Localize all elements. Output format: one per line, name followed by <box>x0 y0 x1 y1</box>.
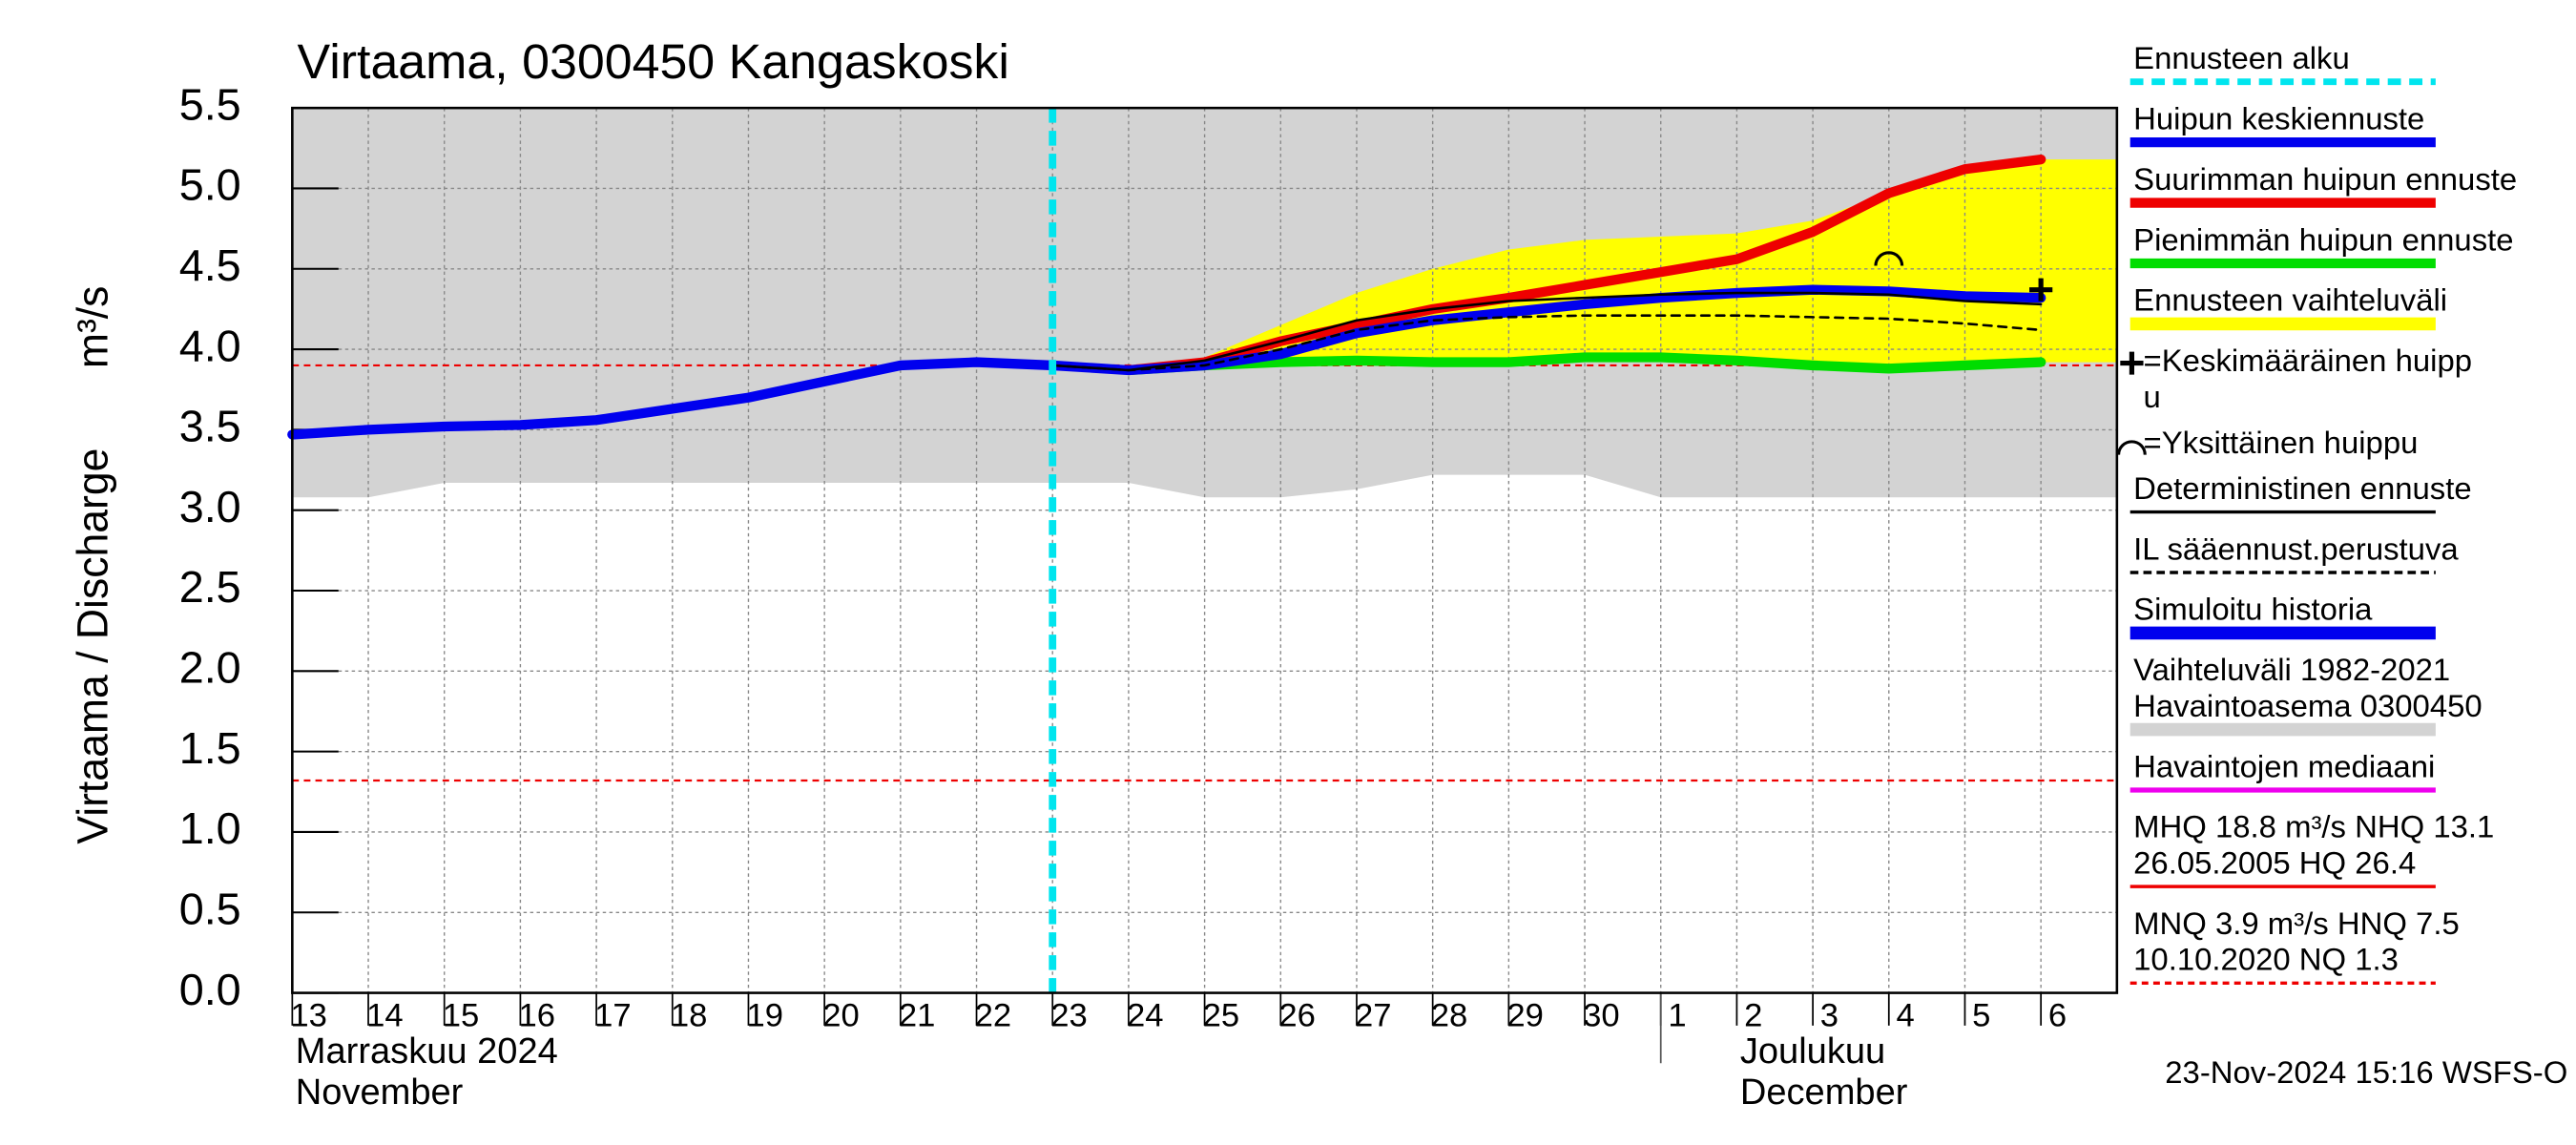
legend-label: =Keskimääräinen huipp <box>2144 343 2473 378</box>
peak-marker <box>2029 278 2053 302</box>
footer: 23-Nov-2024 15:16 WSFS-O <box>2165 1054 2567 1090</box>
x-tick-label: 6 <box>2048 997 2067 1033</box>
legend-label: Ennusteen vaihteluväli <box>2133 282 2447 318</box>
legend-label: Huipun keskiennuste <box>2133 101 2424 136</box>
legend-label: Havaintoasema 0300450 <box>2133 688 2483 723</box>
series-line <box>1050 314 2043 372</box>
y-tick-label: 5.5 <box>179 80 241 130</box>
y-tick-label: 2.0 <box>179 643 241 693</box>
legend-label: Suurimman huipun ennuste <box>2133 161 2517 197</box>
peak-marker <box>1874 251 1904 266</box>
x-tick-label: 25 <box>1203 997 1239 1033</box>
legend-label: IL sääennust.perustuva <box>2133 531 2459 566</box>
x-tick-label: 30 <box>1583 997 1619 1033</box>
x-tick-label: 20 <box>822 997 859 1033</box>
legend-symbol <box>2117 440 2147 455</box>
legend-label: Simuloitu historia <box>2133 592 2373 627</box>
x-tick-label: 27 <box>1355 997 1391 1033</box>
x-tick-label: 22 <box>975 997 1011 1033</box>
legend-symbol <box>2120 351 2144 375</box>
month-label: Joulukuu <box>1740 1031 1885 1072</box>
legend-label: Pienimmän huipun ennuste <box>2133 221 2513 257</box>
y-tick-label: 0.5 <box>179 885 241 934</box>
month-label: Marraskuu 2024 <box>296 1031 558 1072</box>
x-tick-label: 18 <box>671 997 707 1033</box>
x-tick-label: 23 <box>1050 997 1087 1033</box>
x-tick-label: 3 <box>1820 997 1839 1033</box>
x-tick-label: 14 <box>366 997 403 1033</box>
legend-label: Deterministinen ennuste <box>2133 470 2472 506</box>
x-tick-label: 1 <box>1668 997 1686 1033</box>
x-tick-label: 13 <box>290 997 326 1033</box>
x-tick-label: 16 <box>518 997 554 1033</box>
x-tick-label: 19 <box>747 997 783 1033</box>
legend-label: Ennusteen alku <box>2133 40 2350 75</box>
legend-label: MHQ 18.8 m³/s NHQ 13.1 <box>2133 809 2494 844</box>
chart-title: Virtaama, 0300450 Kangaskoski <box>298 33 1009 89</box>
y-axis-unit: m³/s <box>69 286 116 369</box>
plot-frame <box>291 106 2119 994</box>
x-tick-label: 15 <box>443 997 479 1033</box>
y-tick-label: 4.5 <box>179 240 241 290</box>
legend-label: Vaihteluväli 1982-2021 <box>2133 652 2450 687</box>
legend-label: =Yksittäinen huippu <box>2144 425 2419 460</box>
y-tick-label: 1.5 <box>179 723 241 773</box>
x-tick-label: 17 <box>594 997 631 1033</box>
x-tick-label: 4 <box>1896 997 1914 1033</box>
legend-label: Havaintojen mediaani <box>2133 748 2435 783</box>
y-tick-label: 4.0 <box>179 322 241 371</box>
legend-label: MNQ 3.9 m³/s HNQ 7.5 <box>2133 906 2460 941</box>
y-tick-label: 3.5 <box>179 402 241 451</box>
x-tick-label: 26 <box>1278 997 1315 1033</box>
x-tick-label: 2 <box>1744 997 1762 1033</box>
x-tick-label: 21 <box>899 997 935 1033</box>
series-line <box>1050 291 2043 372</box>
y-axis-label: Virtaama / Discharge <box>69 448 116 844</box>
legend-label: u <box>2144 379 2161 414</box>
month-label: November <box>296 1072 464 1113</box>
y-tick-label: 0.0 <box>179 965 241 1014</box>
y-tick-label: 3.0 <box>179 482 241 531</box>
x-tick-label: 28 <box>1431 997 1467 1033</box>
series-line <box>287 357 1058 440</box>
month-label: December <box>1740 1072 1908 1113</box>
legend-label: 26.05.2005 HQ 26.4 <box>2133 845 2416 881</box>
y-tick-label: 2.5 <box>179 562 241 612</box>
y-tick-label: 1.0 <box>179 803 241 853</box>
x-tick-label: 24 <box>1127 997 1163 1033</box>
series-line <box>1123 352 2046 376</box>
x-tick-label: 29 <box>1506 997 1543 1033</box>
x-tick-label: 5 <box>1972 997 1990 1033</box>
y-tick-label: 5.0 <box>179 160 241 210</box>
legend-label: 10.10.2020 NQ 1.3 <box>2133 942 2399 977</box>
